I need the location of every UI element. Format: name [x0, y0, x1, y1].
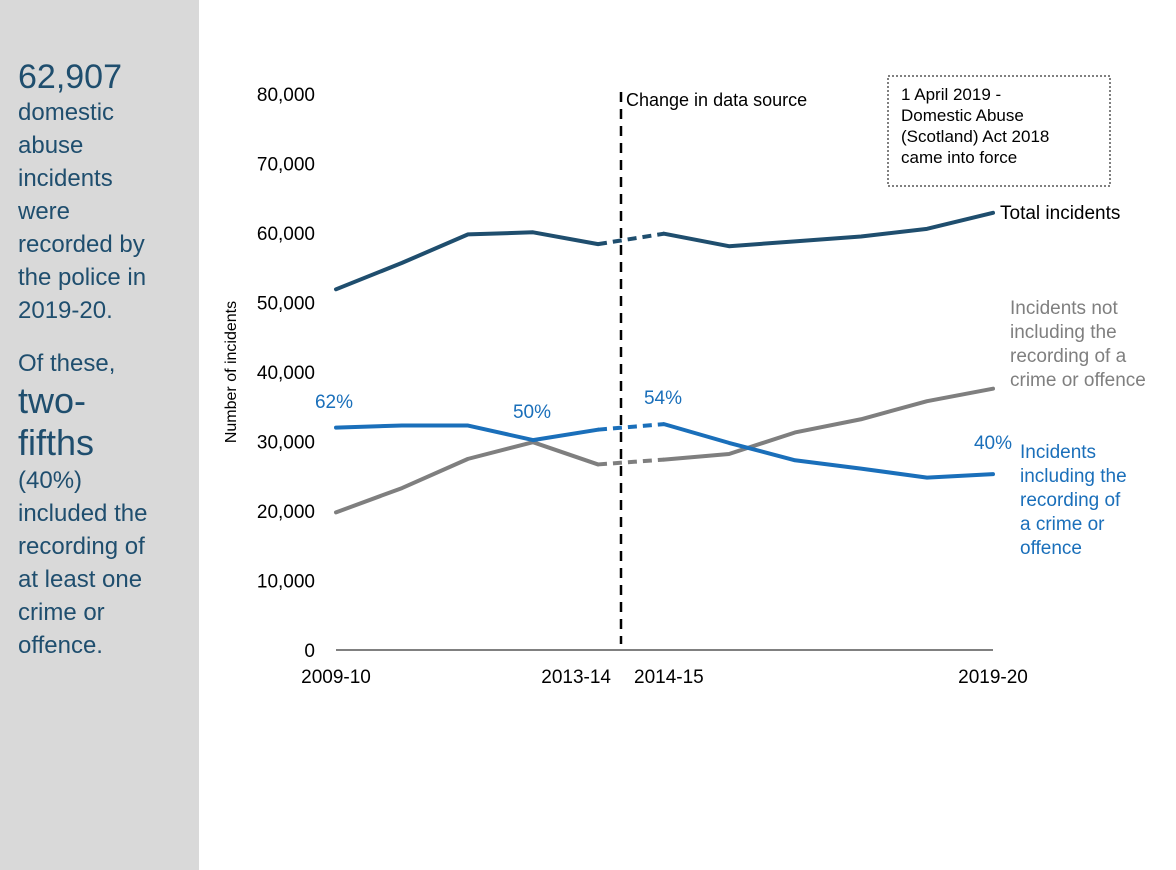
percent-label: 40%	[974, 433, 1012, 454]
summary-panel: 62,907 domestic abuse incidents were rec…	[0, 0, 199, 870]
y-axis-label: Number of incidents	[223, 301, 240, 443]
of-these-text: Of these,	[18, 350, 116, 377]
headline-number: 62,907	[18, 58, 122, 96]
series-break-dashes	[597, 457, 665, 467]
total-incidents-label: Total incidents	[1000, 203, 1120, 224]
not-including-crime-label: Incidents not including the recording of a…	[1010, 298, 1146, 391]
summary-text: 62,907 domestic abuse incidents were rec…	[18, 58, 190, 662]
series-break-dashes	[597, 231, 665, 247]
series-break-dashes	[597, 422, 665, 432]
change-in-data-source-label: Change in data source	[626, 90, 807, 110]
headline-text: domestic abuse incidents were recorded b…	[18, 99, 147, 324]
data-labels: Total incidents Incidents not including th…	[315, 203, 1146, 559]
y-tick-label: 30,000	[257, 433, 315, 454]
detail-text: (40%) included the recording of at least…	[18, 467, 148, 659]
series-line-segment	[334, 423, 600, 443]
emphasis-text: two-fifths	[18, 380, 95, 463]
axes: 0 10,000 20,000 30,000 40,000 50,000 60,000 70,…	[223, 85, 1028, 688]
y-tick-label: 60,000	[257, 224, 315, 245]
act-note-box	[887, 75, 1111, 187]
y-tick-label: 70,000	[257, 155, 315, 176]
y-tick-label: 10,000	[257, 572, 315, 593]
series-layer	[334, 210, 995, 515]
series-line-segment	[334, 230, 600, 292]
y-tick-label: 40,000	[257, 363, 315, 384]
y-tick-label: 80,000	[257, 85, 315, 106]
y-tick-label: 50,000	[257, 294, 315, 315]
series-line-segment	[662, 386, 995, 462]
y-tick-label: 0	[304, 641, 315, 662]
percent-label: 62%	[315, 392, 353, 413]
x-tick-label: 2014-15	[634, 667, 704, 688]
series-line-segment	[662, 210, 995, 249]
annotations: Change in data source 1 April 2019 -Domes…	[619, 75, 1111, 644]
x-tick-label: 2013-14	[541, 667, 611, 688]
percent-label: 54%	[644, 388, 682, 409]
series-line-segment	[662, 422, 995, 480]
including-crime-label: Incidents including the recording of a crim…	[1020, 442, 1127, 559]
x-tick-label: 2009-10	[301, 667, 371, 688]
y-tick-label: 20,000	[257, 502, 315, 523]
percent-label: 50%	[513, 402, 551, 423]
act-note-text: 1 April 2019 -Domestic Abuse (Scotland) A…	[901, 85, 1049, 167]
series-line-segment	[334, 440, 600, 515]
x-tick-label: 2019-20	[958, 667, 1028, 688]
